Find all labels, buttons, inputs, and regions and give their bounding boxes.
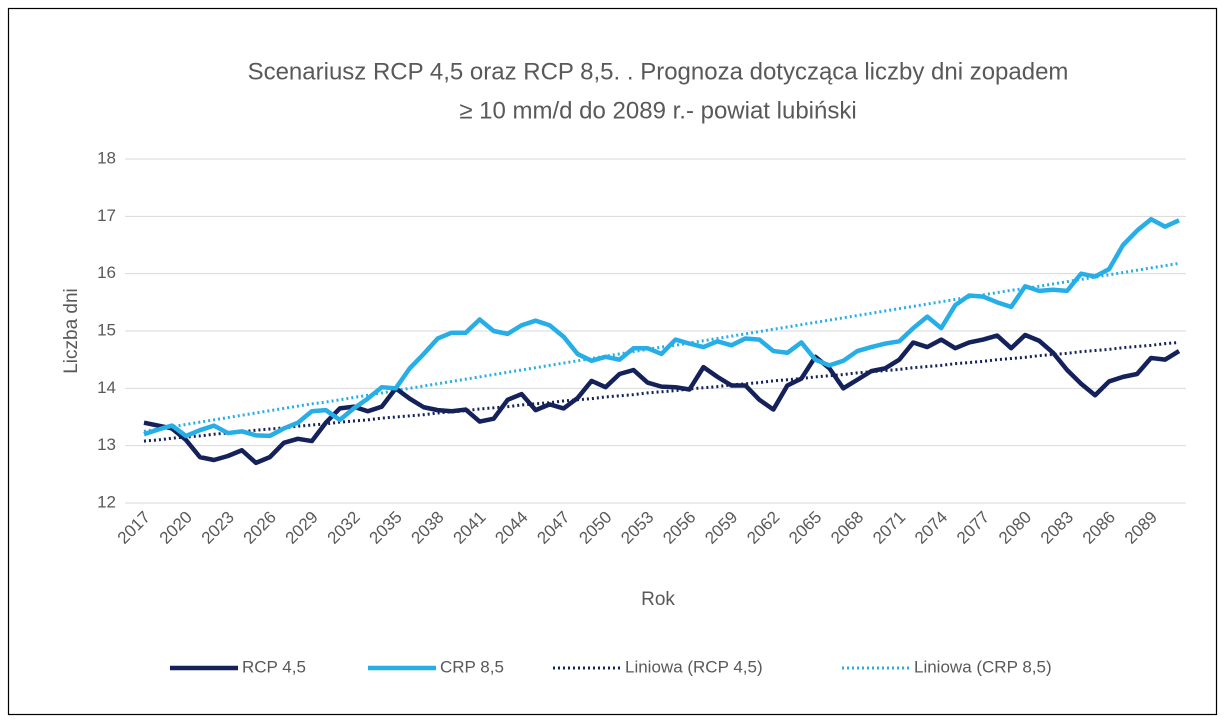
legend-label: Liniowa (CRP 8,5)	[914, 657, 1052, 676]
y-tick-label: 15	[97, 320, 116, 339]
series-line	[143, 216, 1180, 439]
x-axis-title: Rok	[641, 589, 675, 610]
y-tick-label: 18	[97, 148, 116, 167]
y-tick-label: 14	[97, 378, 116, 397]
series-line	[143, 332, 1181, 466]
y-tick-label: 16	[97, 263, 116, 282]
y-tick-label: 12	[97, 492, 116, 511]
y-axis-title: Liczba dni	[61, 288, 82, 374]
chart-title: ≥ 10 mm/d do 2089 r.- powiat lubiński	[459, 97, 856, 124]
chart-border	[7, 7, 1218, 716]
series-line	[143, 340, 1180, 443]
legend-label: CRP 8,5	[440, 657, 504, 676]
legend-label: RCP 4,5	[242, 657, 306, 676]
chart-title: Scenariusz RCP 4,5 oraz RCP 8,5. . Progn…	[248, 58, 1069, 85]
legend-label: Liniowa (RCP 4,5)	[625, 657, 763, 676]
y-tick-label: 13	[97, 435, 116, 454]
y-tick-label: 17	[97, 206, 116, 225]
